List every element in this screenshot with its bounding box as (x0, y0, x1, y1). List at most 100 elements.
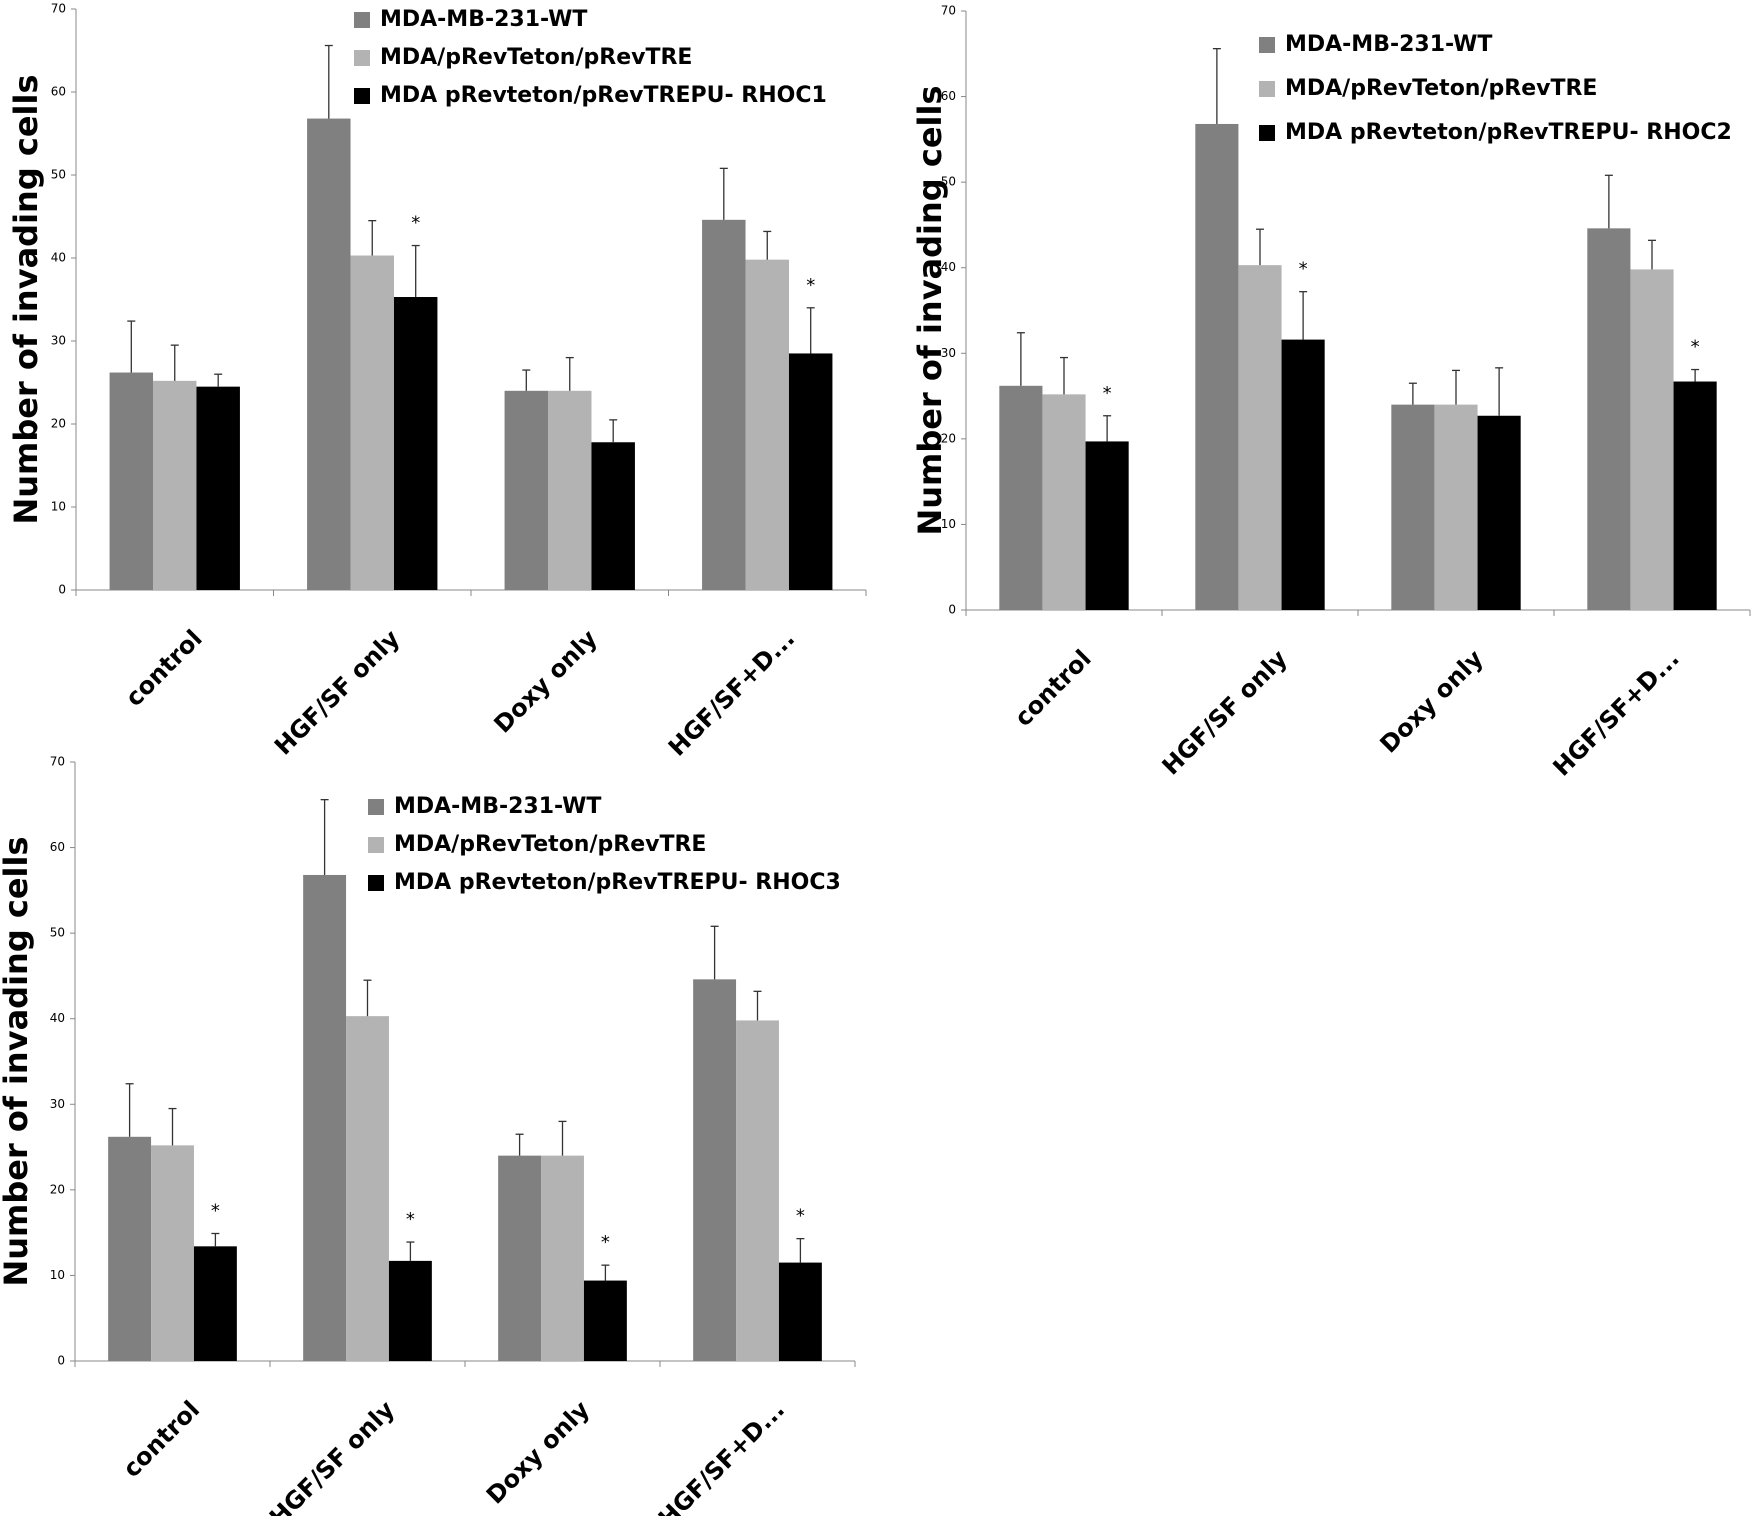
significance-mark: * (1299, 259, 1308, 280)
x-tick-label: Doxy only (481, 1395, 595, 1509)
y-tick-label: 70 (51, 2, 66, 16)
bar (346, 1016, 389, 1361)
significance-mark: * (1691, 337, 1700, 358)
y-tick-label: 10 (51, 500, 66, 514)
significance-mark: * (406, 1209, 415, 1230)
legend-label: MDA-MB-231-WT (394, 794, 601, 819)
y-tick-label: 30 (51, 334, 66, 348)
bar (1587, 228, 1631, 610)
significance-mark: * (1103, 383, 1112, 404)
bar (693, 979, 737, 1361)
y-tick-label: 0 (57, 1354, 65, 1368)
x-tick-label: control (118, 1395, 206, 1483)
y-tick-label: 70 (50, 755, 65, 769)
bar (1391, 404, 1435, 610)
bar (1281, 339, 1325, 610)
y-tick-label: 40 (941, 260, 956, 274)
significance-mark: * (601, 1232, 610, 1253)
y-axis-title: Number of invading cells (0, 836, 35, 1286)
bar (1477, 415, 1521, 610)
bar (1238, 265, 1282, 610)
y-tick-label: 40 (51, 251, 66, 265)
y-tick-label: 30 (941, 346, 956, 360)
x-tick-label: HGF/SF+D... (1548, 644, 1685, 781)
bar (591, 442, 635, 590)
legend-swatch (368, 875, 384, 891)
legend-label: MDA pRevteton/pRevTREPU- RHOC1 (380, 83, 827, 108)
y-tick-label: 60 (51, 85, 66, 99)
bar (548, 390, 592, 590)
bar (999, 385, 1043, 610)
bar (1673, 381, 1717, 610)
x-tick-label: HGF/SF+D... (663, 624, 800, 761)
bar (350, 255, 394, 590)
legend-swatch (354, 88, 370, 104)
significance-mark: * (411, 213, 420, 234)
bar (108, 1136, 152, 1361)
bar (1085, 441, 1129, 610)
x-tick-label: HGF/SF only (1157, 644, 1293, 780)
bar (1042, 394, 1086, 610)
y-tick-label: 0 (948, 603, 956, 617)
legend-label: MDA-MB-231-WT (1285, 32, 1492, 57)
x-tick-label: HGF/SF+D... (653, 1395, 790, 1516)
y-axis-title: Number of invading cells (7, 74, 45, 524)
x-tick-label: Doxy only (489, 624, 603, 738)
y-tick-label: 30 (50, 1097, 65, 1111)
bar (702, 219, 746, 590)
legend-label: MDA/pRevTeton/pRevTRE (1285, 76, 1597, 101)
bar (307, 118, 351, 590)
bar (1195, 123, 1239, 610)
x-tick-label: control (1009, 644, 1097, 732)
bar (1630, 269, 1674, 610)
y-tick-label: 10 (50, 1268, 65, 1282)
y-tick-label: 20 (941, 431, 956, 445)
legend-swatch (1259, 81, 1275, 97)
x-tick-label: control (120, 624, 208, 712)
bar (153, 380, 197, 590)
bar (109, 372, 154, 590)
bar (303, 874, 347, 1361)
bar (745, 259, 789, 590)
legend-label: MDA/pRevTeton/pRevTRE (394, 832, 706, 857)
bar (736, 1020, 779, 1361)
significance-mark: * (211, 1200, 220, 1221)
y-tick-label: 20 (51, 417, 66, 431)
legend-swatch (354, 12, 370, 28)
y-tick-label: 0 (58, 583, 66, 597)
legend-swatch (1259, 37, 1275, 53)
bar (1434, 404, 1478, 610)
bar (193, 1246, 237, 1361)
y-tick-label: 20 (50, 1182, 65, 1196)
legend-swatch (1259, 125, 1275, 141)
bar (778, 1262, 822, 1361)
significance-mark: * (796, 1206, 805, 1227)
legend-swatch (368, 837, 384, 853)
y-tick-label: 70 (941, 4, 956, 18)
legend-label: MDA-MB-231-WT (380, 7, 587, 32)
y-tick-label: 50 (51, 168, 66, 182)
legend-label: MDA pRevteton/pRevTREPU- RHOC2 (1285, 120, 1732, 145)
bar (393, 297, 438, 590)
bar (498, 1155, 542, 1361)
y-tick-label: 10 (941, 517, 956, 531)
bar (151, 1145, 194, 1361)
legend-swatch (354, 50, 370, 66)
bar (788, 353, 833, 590)
bar (583, 1280, 627, 1361)
x-tick-label: HGF/SF only (269, 624, 405, 760)
y-tick-label: 60 (941, 89, 956, 103)
legend-label: MDA/pRevTeton/pRevTRE (380, 45, 692, 70)
y-tick-label: 60 (50, 840, 65, 854)
x-tick-label: Doxy only (1375, 644, 1489, 758)
bar (504, 390, 549, 590)
bar (541, 1155, 584, 1361)
legend-swatch (368, 799, 384, 815)
y-tick-label: 50 (50, 926, 65, 940)
y-tick-label: 50 (941, 175, 956, 189)
x-tick-label: HGF/SF only (264, 1395, 400, 1516)
significance-mark: * (806, 275, 815, 296)
legend-label: MDA pRevteton/pRevTREPU- RHOC3 (394, 870, 841, 895)
bar (388, 1260, 432, 1361)
